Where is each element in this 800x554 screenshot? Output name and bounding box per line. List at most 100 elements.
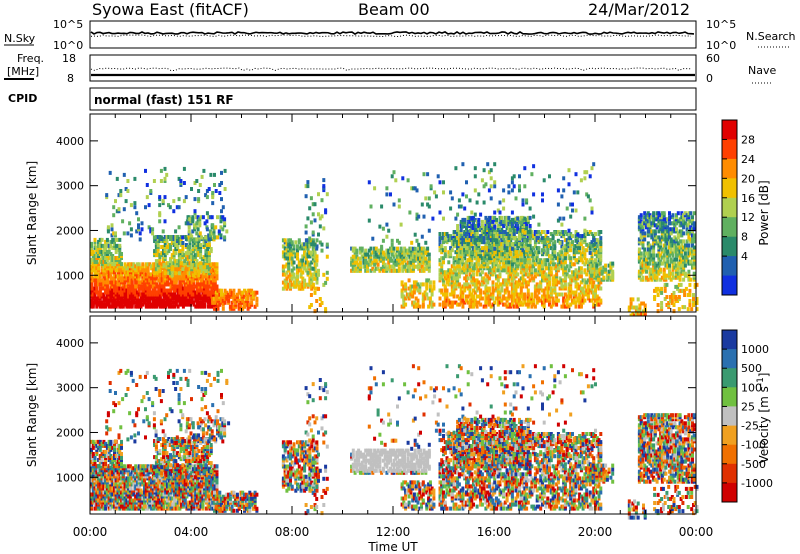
echo-cell <box>475 228 479 232</box>
echo-cell <box>505 219 509 224</box>
echo-cell <box>169 273 172 278</box>
echo-cell <box>427 262 431 267</box>
echo-cell <box>296 244 299 249</box>
echo-cell <box>114 250 118 254</box>
echo-cell <box>473 224 477 228</box>
echo-cell <box>449 292 453 297</box>
echo-cell <box>535 294 539 299</box>
echo-cell <box>317 212 320 217</box>
echo-cell <box>205 195 209 200</box>
echo-cell <box>583 216 587 221</box>
echo-cell <box>528 296 532 301</box>
echo-cell <box>311 252 315 257</box>
echo-cell <box>109 294 113 299</box>
echo-cell <box>555 230 559 234</box>
echo-cell <box>438 248 442 253</box>
echo-cell <box>118 272 122 277</box>
echo-cell <box>106 229 110 234</box>
echo-cell <box>565 206 569 211</box>
echo-cell <box>313 286 317 291</box>
echo-cell <box>177 259 181 264</box>
echo-cell <box>151 276 155 281</box>
echo-cell <box>480 236 484 241</box>
echo-cell <box>640 301 644 306</box>
echo-cell <box>583 290 587 295</box>
echo-cell <box>637 269 641 274</box>
echo-cell <box>466 258 470 263</box>
echo-cell <box>165 239 169 243</box>
echo-cell <box>385 192 389 197</box>
echo-cell <box>541 278 544 283</box>
echo-cell <box>98 286 102 291</box>
echo-cell <box>532 260 536 265</box>
echo-cell <box>581 278 585 283</box>
echo-cell <box>218 288 222 293</box>
echo-cell <box>505 215 509 220</box>
echo-cell <box>498 264 502 269</box>
echo-cell <box>465 180 468 185</box>
echo-cell <box>183 274 187 279</box>
echo-cell <box>315 272 319 277</box>
echo-cell <box>358 246 362 251</box>
echo-cell <box>157 278 161 283</box>
echo-cell <box>588 288 592 293</box>
echo-cell <box>193 271 197 276</box>
echo-cell <box>299 272 303 277</box>
echo-cell <box>318 240 322 245</box>
echo-cell <box>579 234 583 239</box>
echo-cell <box>105 298 109 303</box>
echo-cell <box>290 240 294 245</box>
echo-cell <box>139 292 143 297</box>
echo-cell <box>631 297 635 302</box>
echo-cell <box>555 302 559 307</box>
echo-cell <box>207 243 211 247</box>
echo-cell <box>189 284 192 289</box>
echo-cell <box>454 250 458 255</box>
echo-cell <box>510 242 514 247</box>
echo-cell <box>588 242 592 247</box>
echo-cell <box>594 248 597 253</box>
echo-cell <box>514 262 518 267</box>
echo-cell <box>503 296 507 301</box>
echo-cell <box>373 250 377 255</box>
echo-cell <box>215 272 219 277</box>
echo-cell <box>486 252 490 257</box>
echo-cell <box>304 256 308 261</box>
echo-cell <box>495 258 498 263</box>
echo-cell <box>495 260 498 265</box>
echo-cell <box>556 292 560 297</box>
echo-cell <box>502 294 506 299</box>
echo-cell <box>165 251 169 256</box>
echo-cell <box>487 266 491 271</box>
echo-cell <box>442 232 445 236</box>
echo-cell <box>548 286 551 291</box>
echo-cell <box>480 296 484 301</box>
echo-cell <box>569 286 573 291</box>
echo-cell <box>108 170 112 175</box>
echo-cell <box>320 198 324 203</box>
echo-cell <box>163 249 167 254</box>
echo-cell <box>390 268 394 273</box>
echo-cell <box>285 284 289 289</box>
echo-cell <box>283 272 287 277</box>
echo-cell <box>461 290 465 295</box>
nsky-strip: N.Sky 10^5 10^0 10^5 10^0 N.Search <box>4 18 796 52</box>
echo-cell <box>311 276 315 281</box>
echo-cell <box>512 252 516 257</box>
echo-cell <box>380 244 384 249</box>
echo-cell <box>521 215 525 220</box>
echo-cell <box>482 252 486 257</box>
echo-cell <box>505 278 509 283</box>
echo-cell <box>638 303 642 308</box>
echo-cell <box>294 252 298 257</box>
echo-cell <box>160 284 164 289</box>
echo-cell <box>90 284 93 289</box>
echo-cell <box>588 298 592 303</box>
echo-cell <box>565 232 569 236</box>
echo-cell <box>367 180 371 185</box>
echo-cell <box>503 219 507 224</box>
echo-cell <box>155 276 159 281</box>
echo-cell <box>537 298 541 303</box>
echo-cell <box>456 294 460 299</box>
echo-cell <box>206 276 210 281</box>
